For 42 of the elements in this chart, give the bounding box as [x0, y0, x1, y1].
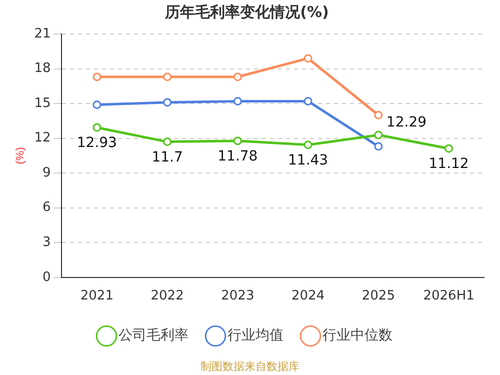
data-label: 12.93 [76, 135, 117, 152]
point [92, 100, 102, 109]
point [374, 130, 383, 140]
y-tick-label: 12 [34, 130, 51, 146]
y-tick-label: 3 [42, 235, 51, 250]
point [92, 123, 102, 132]
point [233, 72, 242, 82]
point [304, 140, 312, 150]
text: 制图数据来自数据库 [200, 360, 300, 373]
y-axis-title: (%) [14, 147, 27, 164]
legend-label: 行业中位数 [322, 328, 392, 344]
data-label: 11.78 [218, 148, 258, 165]
point [163, 138, 172, 146]
point [444, 144, 454, 153]
legend-label: 行业均值 [228, 328, 284, 344]
point [374, 142, 383, 151]
x-tick-label: 2024 [292, 288, 325, 304]
point [92, 72, 102, 82]
point [374, 110, 383, 120]
x-tick-label: 2022 [150, 288, 184, 304]
y-tick-label: 9 [42, 165, 51, 180]
data-label: 12.29 [386, 114, 427, 131]
legend-label: 公司毛利率 [118, 328, 188, 344]
data-label: 11.7 [152, 149, 183, 166]
data-label: 11.43 [288, 152, 328, 169]
y-tick-label: 0 [42, 270, 51, 285]
x-tick-label: 2025 [362, 288, 395, 304]
point [233, 136, 242, 146]
point [163, 98, 172, 107]
y-tick-label: 18 [34, 61, 51, 76]
y-tick-label: 15 [34, 96, 51, 111]
chart-title: 历年毛利率变化情况(%) [164, 2, 329, 21]
x-tick-label: 2021 [80, 288, 114, 304]
point [233, 96, 242, 106]
data-label: 11.12 [428, 156, 469, 172]
y-tick-label: 21 [34, 26, 51, 42]
point [163, 72, 172, 82]
x-tick-label: 2026H1 [423, 288, 474, 304]
y-tick-label: 6 [42, 200, 51, 216]
x-tick-label: 2023 [221, 288, 254, 304]
point [304, 96, 312, 106]
point [304, 54, 312, 63]
